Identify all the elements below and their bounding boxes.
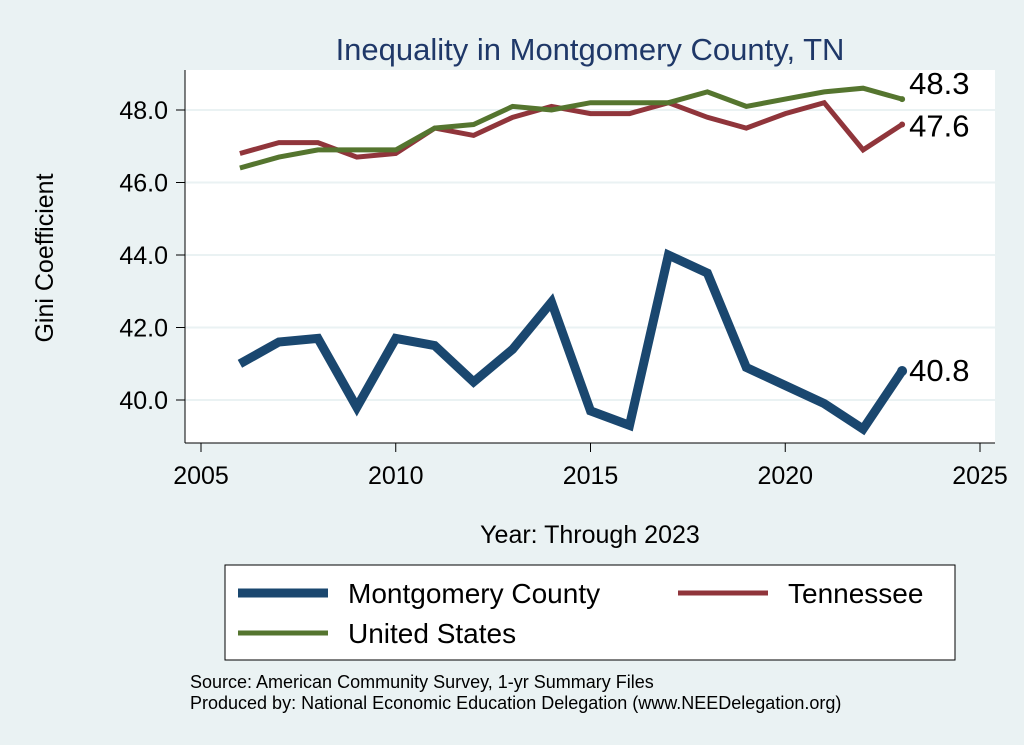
y-tick-label: 48.0: [119, 97, 168, 125]
end-labels: 40.8 47.6 48.3: [909, 66, 969, 388]
y-tick-label: 42.0: [119, 315, 168, 343]
legend: Montgomery County Tennessee United State…: [224, 564, 956, 661]
y-tick-label: 46.0: [119, 170, 168, 198]
legend-label-montgomery-county: Montgomery County: [348, 578, 600, 609]
series-lines: [237, 85, 908, 436]
y-tick-label: 44.0: [119, 242, 168, 270]
x-axis-label: Year: Through 2023: [480, 521, 700, 549]
plot-background: [185, 70, 995, 443]
x-tick-label: 2020: [757, 462, 813, 490]
chart-title: Inequality in Montgomery County, TN: [336, 32, 845, 67]
series-line-tennessee: [239, 99, 904, 160]
source-line: Source: American Community Survey, 1-yr …: [190, 672, 654, 692]
end-label-united-states: 48.3: [909, 66, 969, 101]
x-tick-label: 2025: [952, 462, 1008, 490]
series-end-marker: [897, 366, 908, 376]
y-axis-label: Gini Coefficient: [31, 173, 59, 342]
end-label-tennessee: 47.6: [909, 109, 969, 144]
legend-label-tennessee: Tennessee: [788, 578, 923, 609]
x-tick-label: 2015: [563, 462, 619, 490]
y-tick-label: 40.0: [119, 387, 168, 415]
legend-box: [224, 564, 956, 661]
x-tick-label: 2010: [368, 462, 424, 490]
x-tick-label: 2005: [173, 462, 229, 490]
grid: [185, 109, 995, 401]
series-end-marker: [899, 121, 906, 128]
series-end-marker: [899, 96, 906, 103]
ticks: 40.0 42.0 44.0 46.0 48.0 2005 2010 2015 2020 2025: [119, 97, 1007, 490]
end-label-montgomery-county: 40.8: [909, 353, 969, 388]
legend-label-united-states: United States: [348, 618, 516, 649]
series-line-montgomery-county: [237, 248, 906, 436]
producer-line: Produced by: National Economic Education…: [190, 693, 841, 713]
series-line-united-states: [239, 85, 903, 171]
